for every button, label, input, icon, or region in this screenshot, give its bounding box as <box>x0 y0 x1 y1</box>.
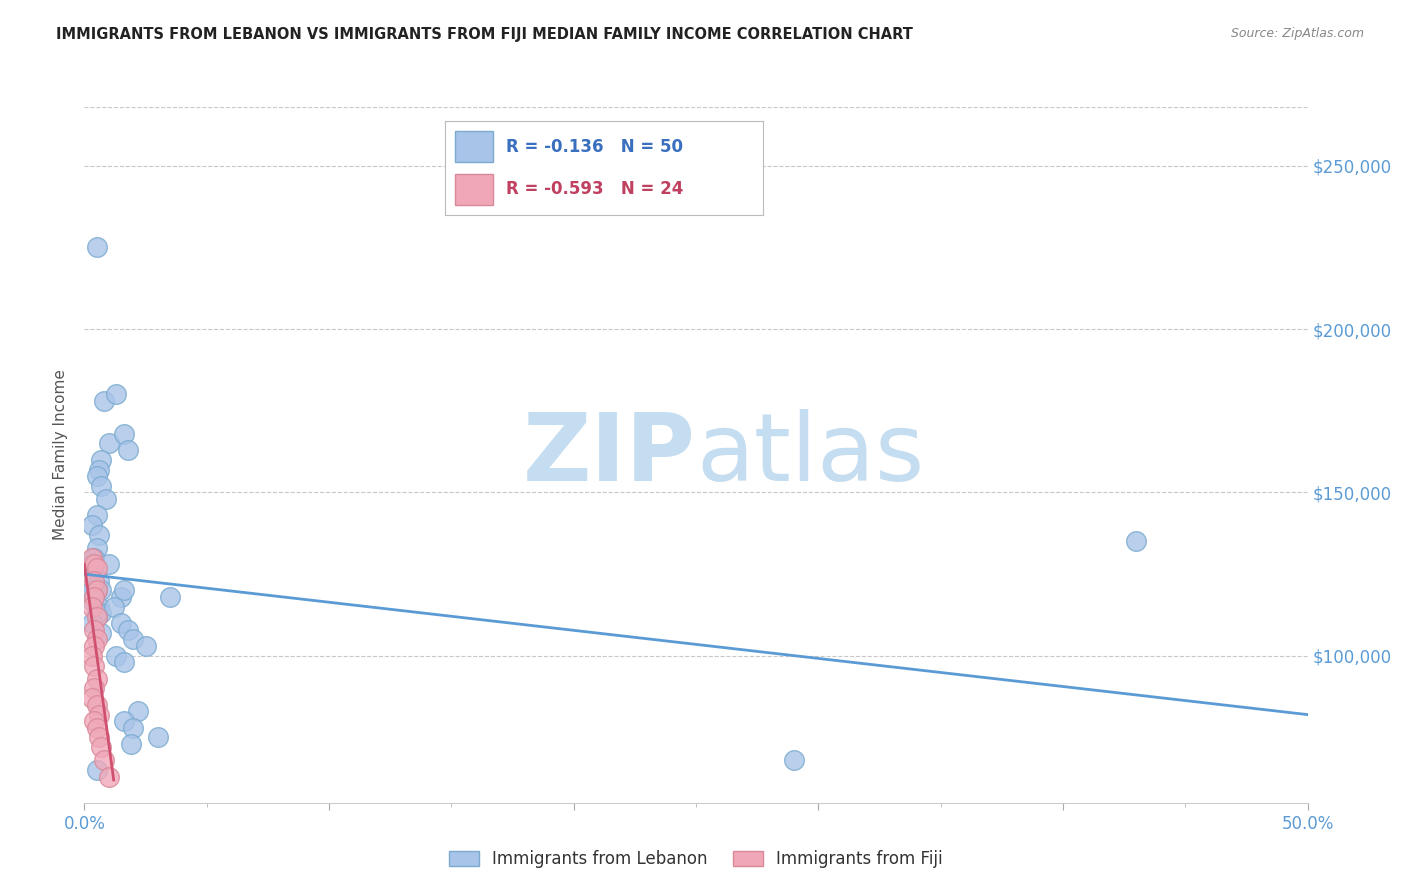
Point <box>86 609 108 624</box>
Point <box>83 623 105 637</box>
Point <box>83 583 105 598</box>
Point <box>97 436 120 450</box>
Point <box>86 469 108 483</box>
Point <box>87 574 110 588</box>
Point <box>112 714 135 728</box>
Point <box>96 491 118 506</box>
Point <box>80 648 103 663</box>
Point <box>122 721 145 735</box>
Point <box>87 462 110 476</box>
Point <box>105 387 128 401</box>
Point <box>86 541 108 555</box>
Point <box>83 714 105 728</box>
Point <box>112 656 135 670</box>
Point <box>86 672 108 686</box>
Point <box>97 558 120 572</box>
Point <box>80 616 103 631</box>
Point <box>90 583 112 598</box>
Point <box>83 681 105 696</box>
Point <box>86 721 108 735</box>
Text: IMMIGRANTS FROM LEBANON VS IMMIGRANTS FROM FIJI MEDIAN FAMILY INCOME CORRELATION: IMMIGRANTS FROM LEBANON VS IMMIGRANTS FR… <box>56 27 912 42</box>
Point <box>80 691 103 706</box>
Point <box>93 753 115 767</box>
Point <box>112 426 135 441</box>
Point <box>90 626 112 640</box>
Point <box>80 558 103 572</box>
Point <box>90 452 112 467</box>
Point <box>83 567 105 582</box>
Point <box>86 607 108 621</box>
Point <box>80 599 103 614</box>
Point <box>83 574 105 588</box>
Point <box>80 518 103 533</box>
Point <box>86 583 108 598</box>
Point <box>110 590 132 604</box>
Point <box>87 731 110 745</box>
Point <box>110 616 132 631</box>
Point <box>117 623 139 637</box>
Point <box>83 639 105 653</box>
Point <box>122 632 145 647</box>
Point <box>103 599 125 614</box>
Point <box>83 590 105 604</box>
Point <box>83 550 105 565</box>
Point <box>90 607 112 621</box>
Point <box>80 583 103 598</box>
Point <box>90 479 112 493</box>
Point <box>90 740 112 755</box>
Y-axis label: Median Family Income: Median Family Income <box>53 369 69 541</box>
Point <box>127 704 149 718</box>
Point <box>86 632 108 647</box>
Text: Source: ZipAtlas.com: Source: ZipAtlas.com <box>1230 27 1364 40</box>
Point <box>105 648 128 663</box>
Point <box>783 753 806 767</box>
Point <box>97 770 120 784</box>
Point <box>80 550 103 565</box>
Point <box>135 639 157 653</box>
Point <box>86 763 108 777</box>
Point <box>117 443 139 458</box>
Point <box>146 731 169 745</box>
Point <box>159 590 181 604</box>
Point <box>86 583 108 598</box>
Point <box>86 508 108 523</box>
Text: atlas: atlas <box>696 409 924 501</box>
Legend: Immigrants from Lebanon, Immigrants from Fiji: Immigrants from Lebanon, Immigrants from… <box>443 843 949 874</box>
Point <box>80 593 103 607</box>
Point <box>86 560 108 574</box>
Point <box>1125 534 1147 549</box>
Point <box>86 240 108 254</box>
Point <box>83 590 105 604</box>
Text: ZIP: ZIP <box>523 409 696 501</box>
Point <box>87 599 110 614</box>
Point <box>93 394 115 409</box>
Point <box>83 558 105 572</box>
Point <box>112 583 135 598</box>
Point <box>86 698 108 712</box>
Point <box>86 609 108 624</box>
Point <box>87 707 110 722</box>
Point <box>120 737 142 751</box>
Point <box>83 658 105 673</box>
Point <box>87 528 110 542</box>
